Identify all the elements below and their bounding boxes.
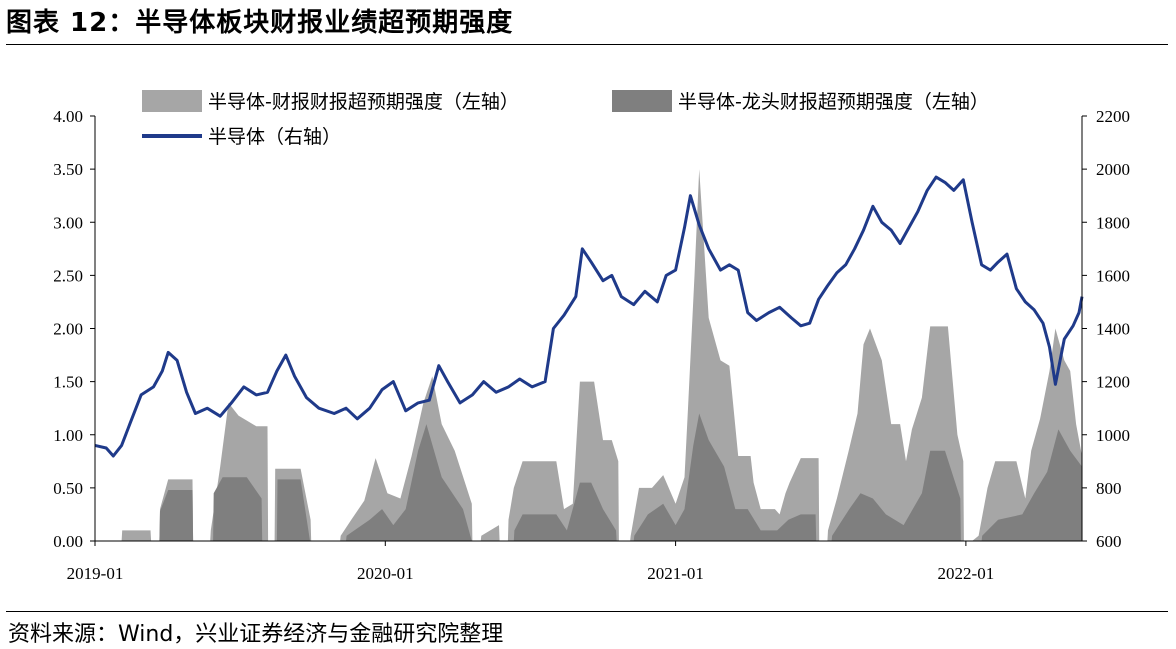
legend-label-dark: 半导体-龙头财报超预期强度（左轴） — [678, 91, 989, 113]
area-light — [95, 169, 1082, 541]
left-tick-label: 0.50 — [53, 479, 83, 498]
area-series-light — [95, 169, 1082, 541]
legend: 半导体-财报财报超预期强度（左轴） 半导体-龙头财报超预期强度（左轴） 半导体（… — [142, 90, 989, 148]
source-note: 资料来源：Wind，兴业证券经济与金融研究院整理 — [8, 622, 504, 647]
right-tick-label: 1200 — [1096, 373, 1130, 392]
left-tick-label: 3.50 — [53, 160, 83, 179]
axes: 0.00 0.50 1.00 1.50 2.00 2.50 3.00 3.50 4.00 600 8… — [53, 107, 1130, 583]
left-tick-label: 2.50 — [53, 266, 83, 285]
right-tick-label: 1800 — [1096, 213, 1130, 232]
right-tick-label: 600 — [1096, 532, 1122, 551]
left-tick-label: 1.00 — [53, 426, 83, 445]
left-tick-label: 0.00 — [53, 532, 83, 551]
left-tick-label: 2.00 — [53, 320, 83, 339]
right-tick-label: 2000 — [1096, 160, 1130, 179]
title-rule — [6, 44, 1168, 45]
legend-label-light: 半导体-财报财报超预期强度（左轴） — [208, 91, 519, 113]
area-dark — [95, 413, 1082, 541]
left-tick-label: 4.00 — [53, 107, 83, 126]
right-tick-label: 2200 — [1096, 107, 1130, 126]
x-tick-label: 2021-01 — [647, 564, 704, 583]
right-tick-label: 1000 — [1096, 426, 1130, 445]
x-tick-label: 2022-01 — [938, 564, 995, 583]
chart-title: 图表 12：半导体板块财报业绩超预期强度 — [6, 8, 514, 38]
right-tick-label: 800 — [1096, 479, 1122, 498]
left-tick-label: 1.50 — [53, 373, 83, 392]
right-tick-label: 1400 — [1096, 320, 1130, 339]
left-tick-label: 3.00 — [53, 213, 83, 232]
line-series — [94, 175, 1084, 458]
area-series-dark — [95, 413, 1082, 541]
x-tick-label: 2019-01 — [67, 564, 124, 583]
x-tick-label: 2020-01 — [357, 564, 414, 583]
legend-swatch-dark — [612, 90, 672, 112]
legend-swatch-light — [142, 90, 202, 112]
source-rule — [6, 611, 1168, 612]
right-tick-label: 1600 — [1096, 266, 1130, 285]
line-semiconductor — [94, 175, 1084, 458]
legend-label-line: 半导体（右轴） — [208, 126, 341, 148]
